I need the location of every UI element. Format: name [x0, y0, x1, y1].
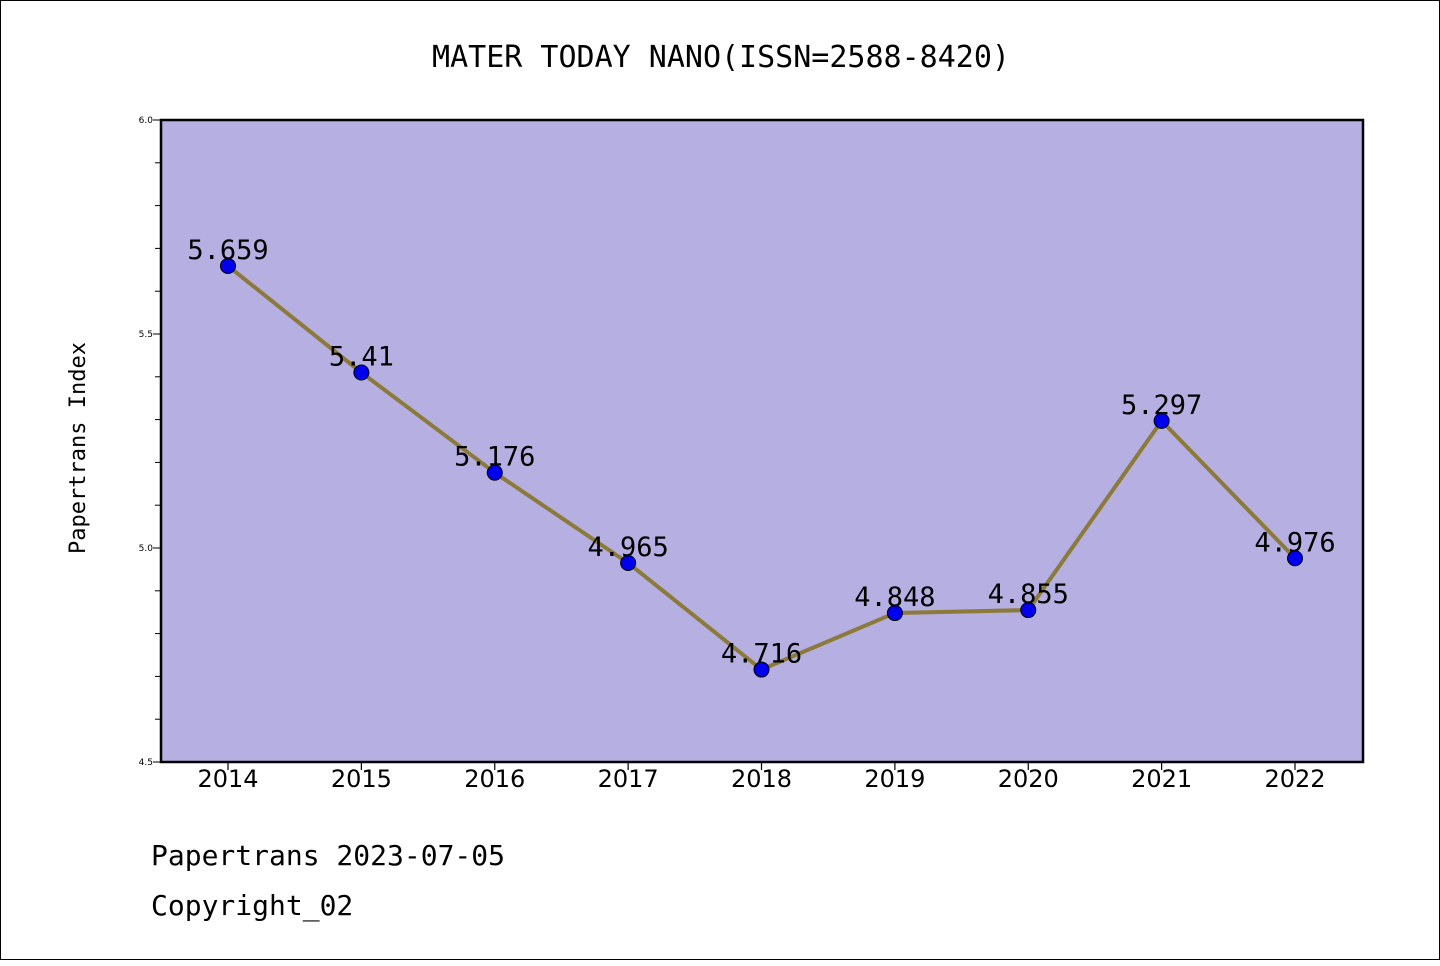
x-tick-label: 2017 [598, 765, 659, 793]
data-point [1287, 550, 1303, 567]
data-label: 5.41 [329, 342, 394, 373]
data-label: 5.297 [1121, 390, 1202, 421]
data-label: 4.976 [1254, 527, 1335, 558]
x-tick-label: 2014 [197, 765, 258, 793]
data-label: 4.716 [721, 639, 802, 670]
x-tick-label: 2022 [1264, 765, 1325, 793]
y-tick-label: 5.5 [139, 330, 153, 340]
footer-copyright: Copyright_02 [151, 889, 353, 923]
plot-area [161, 120, 1363, 762]
y-tick-label: 4.5 [139, 758, 153, 768]
x-tick-label: 2015 [331, 765, 392, 793]
data-label: 5.659 [187, 235, 268, 266]
x-tick-label: 2021 [1131, 765, 1192, 793]
data-label: 4.855 [988, 579, 1069, 610]
data-label: 4.965 [587, 532, 668, 563]
data-point [486, 464, 503, 481]
y-tick-label: 6.0 [139, 116, 154, 126]
x-tick-label: 2016 [464, 765, 525, 793]
x-tick-label: 2019 [864, 765, 925, 793]
plot-border [159, 118, 1365, 764]
data-point [1020, 602, 1037, 619]
data-point [1153, 412, 1170, 429]
y-tick-label: 5.0 [139, 544, 154, 554]
footer-date: Papertrans 2023-07-05 [151, 839, 505, 872]
data-point [353, 364, 370, 381]
x-tick-label: 2018 [731, 765, 792, 793]
data-label: 4.848 [854, 582, 935, 613]
data-label: 5.176 [454, 442, 535, 473]
x-tick-label: 2020 [998, 765, 1059, 793]
data-point [886, 605, 903, 622]
chart-title: MATER TODAY NANO(ISSN=2588-8420) [432, 40, 1010, 75]
y-axis-label: Papertrans Index [66, 342, 91, 554]
data-point [753, 661, 770, 678]
data-point [620, 554, 637, 571]
data-point [220, 257, 236, 274]
